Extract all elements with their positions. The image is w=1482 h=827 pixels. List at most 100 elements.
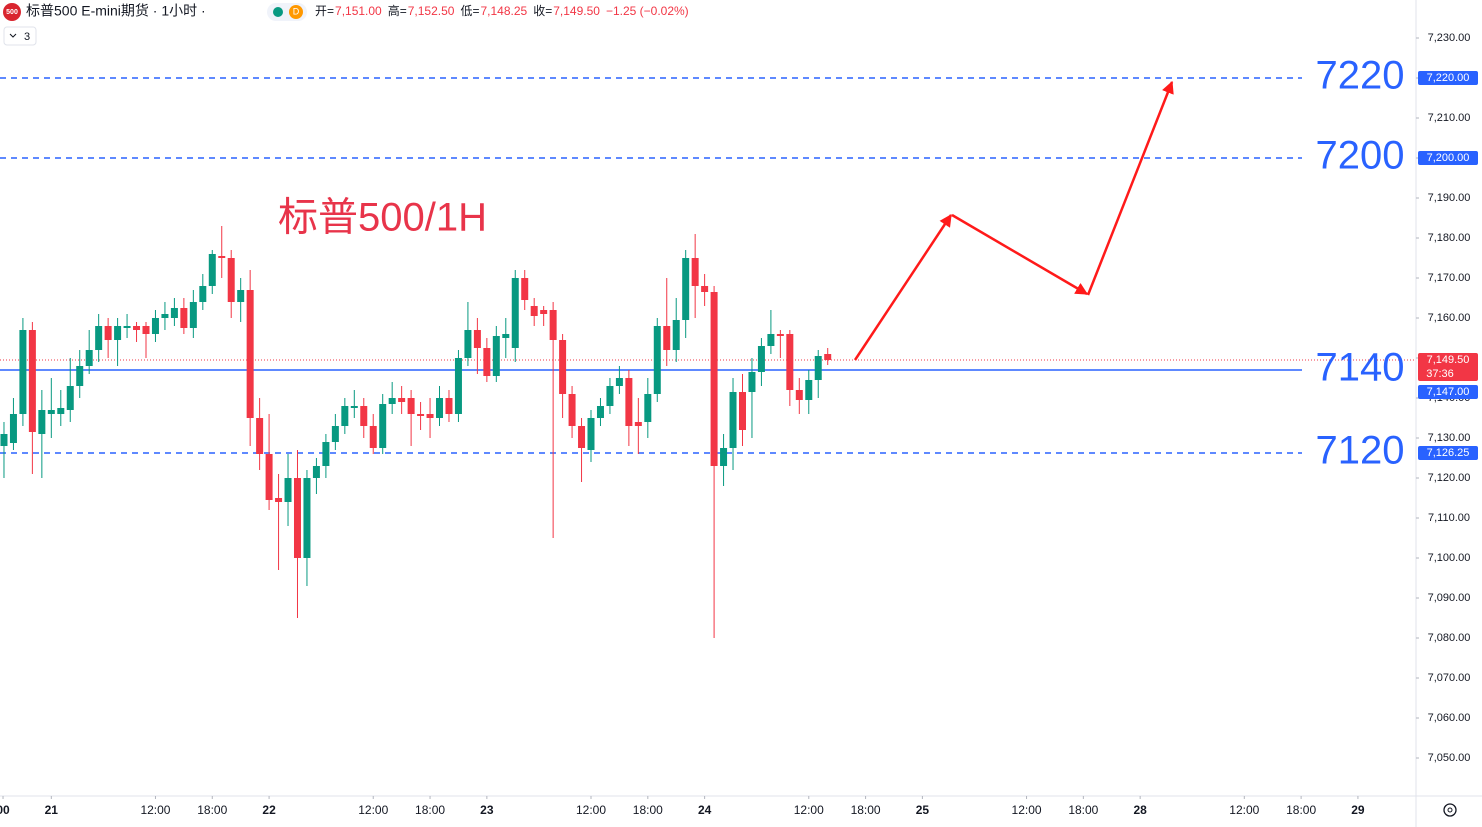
symbol-title[interactable]: 标普500 E-mini期货 · 1小时 · <box>26 3 206 19</box>
y-tick-label: 7,170.00 <box>1428 272 1471 284</box>
candle-body <box>824 354 832 360</box>
x-tick-label: 12:00 <box>140 803 170 817</box>
candle-body <box>757 346 765 372</box>
candle-body <box>615 378 623 386</box>
candle-body <box>293 478 301 558</box>
candle-body <box>142 326 150 334</box>
candle-body <box>19 330 27 414</box>
settings-icon[interactable] <box>1443 803 1457 817</box>
candle-body <box>133 326 141 330</box>
candle-body <box>208 254 216 286</box>
candle-body <box>66 386 74 410</box>
indicators-toggle[interactable] <box>3 26 37 46</box>
candle-body <box>398 398 406 402</box>
candle-body <box>341 406 349 426</box>
x-tick-label: 00 <box>0 803 10 817</box>
candle-body <box>682 258 690 320</box>
candle-body <box>568 394 576 426</box>
x-tick-label: 21 <box>45 803 59 817</box>
candle-body <box>625 378 633 426</box>
ohlc-label: 收= <box>533 4 552 18</box>
candle-body <box>331 426 339 442</box>
y-tick-label: 7,090.00 <box>1428 592 1471 604</box>
ohlc-value: 7,152.50 <box>408 4 455 18</box>
candle-body <box>436 398 444 418</box>
x-tick-label: 24 <box>698 803 712 817</box>
candle-body <box>445 398 453 414</box>
candle-body <box>312 466 320 478</box>
candle-body <box>776 334 784 336</box>
level-price-box <box>1418 151 1478 165</box>
candle-body <box>521 278 529 300</box>
candle-body <box>57 408 65 414</box>
candle-body <box>786 334 794 390</box>
feed-text: D <box>293 6 300 16</box>
candle-body <box>805 380 813 400</box>
candle-body <box>379 404 387 448</box>
x-tick-label: 23 <box>480 803 494 817</box>
level-note: 7200 <box>1316 134 1405 178</box>
candle-body <box>738 392 746 430</box>
candle-body <box>360 406 368 426</box>
x-tick-label: 28 <box>1133 803 1147 817</box>
candle-body <box>38 410 46 434</box>
candle-body <box>473 330 481 348</box>
ohlc-value: 7,151.00 <box>335 4 382 18</box>
level-price-box <box>1418 385 1478 399</box>
x-tick-label: 12:00 <box>1012 803 1042 817</box>
candle-body <box>199 286 207 302</box>
candle-body <box>672 320 680 350</box>
candle-body <box>606 386 614 406</box>
candle-body <box>596 406 604 418</box>
y-tick-label: 7,190.00 <box>1428 192 1471 204</box>
candle-body <box>322 442 330 466</box>
candle-body <box>114 326 122 340</box>
level-price-box <box>1418 446 1478 460</box>
candle-body <box>369 426 377 448</box>
ohlc-label: 低= <box>460 4 479 18</box>
x-tick-label: 25 <box>916 803 930 817</box>
badge-text: 500 <box>6 9 18 16</box>
candle-body <box>426 414 434 418</box>
ohlc-value: 7,149.50 <box>553 4 600 18</box>
x-tick-label: 18:00 <box>633 803 663 817</box>
candle-body <box>502 334 510 338</box>
candle-body <box>748 372 756 392</box>
candle-body <box>350 406 358 408</box>
candle-body <box>189 302 197 328</box>
y-tick-label: 7,210.00 <box>1428 112 1471 124</box>
symbol-badge[interactable] <box>3 3 21 21</box>
chart-title: 标普500/1H <box>278 196 487 240</box>
candle-body <box>634 422 642 426</box>
feed-badge <box>289 5 303 19</box>
x-tick-label: 18:00 <box>1286 803 1316 817</box>
candle-body <box>540 310 548 314</box>
candle-body <box>47 410 55 414</box>
candle-body <box>256 418 264 454</box>
candle-body <box>814 356 822 380</box>
candle-body <box>691 258 699 286</box>
y-tick-label: 7,080.00 <box>1428 632 1471 644</box>
level-price: 7,147.00 <box>1427 386 1470 398</box>
indicator-count: 3 <box>24 31 30 43</box>
candle-body <box>701 286 709 292</box>
y-tick-label: 7,070.00 <box>1428 672 1471 684</box>
level-price: 7,200.00 <box>1427 152 1470 164</box>
last-price-box <box>1418 353 1478 381</box>
candle-body <box>85 350 93 366</box>
y-tick-label: 7,160.00 <box>1428 312 1471 324</box>
x-tick-label: 22 <box>262 803 276 817</box>
x-tick-label: 18:00 <box>197 803 227 817</box>
candle-body <box>284 478 292 502</box>
candle-body <box>729 392 737 448</box>
drawn-arrows <box>853 80 1174 361</box>
candle-body <box>151 318 159 334</box>
x-tick-label: 12:00 <box>358 803 388 817</box>
candle-body <box>123 326 131 328</box>
y-tick-label: 7,100.00 <box>1428 552 1471 564</box>
candle-body <box>95 326 103 350</box>
candle-body <box>170 308 178 318</box>
arrow <box>853 213 953 361</box>
